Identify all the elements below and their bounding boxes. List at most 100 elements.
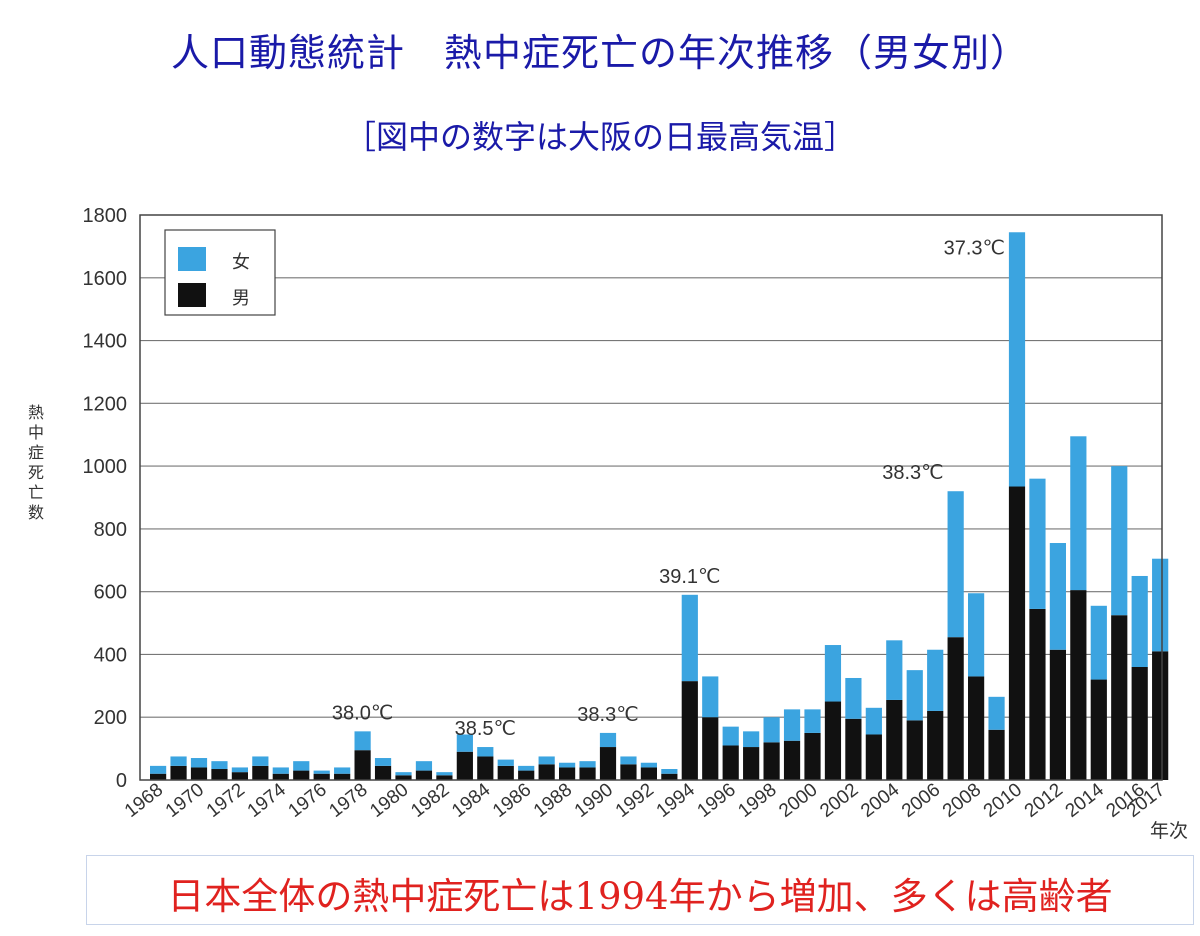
bar-female-2017: [1152, 558, 1169, 652]
bar-female-1986: [518, 765, 535, 771]
bar-male-2005: [906, 720, 923, 780]
bar-male-2011: [1029, 608, 1046, 780]
x-tick-label: 1970: [162, 779, 208, 822]
plot-frame: [139, 214, 1163, 781]
x-tick-label: 1974: [244, 779, 291, 822]
x-tick-label: 1978: [325, 779, 371, 822]
y-tick-label: 1800: [83, 205, 128, 227]
x-tick-label: 1996: [694, 779, 740, 822]
bar-male-2016: [1131, 667, 1148, 780]
bar-female-1998: [763, 717, 780, 743]
x-tick-label: 1982: [407, 779, 453, 822]
temperature-annotation: 38.3℃: [577, 704, 638, 726]
bar-female-2000: [804, 709, 821, 733]
bar-male-1982: [436, 775, 453, 780]
bar-male-1999: [783, 740, 801, 780]
x-tick-label: 1980: [366, 779, 412, 822]
temperature-annotation: 37.3℃: [944, 237, 1005, 259]
bar-female-1975: [293, 761, 310, 771]
bar-male-1984: [477, 756, 494, 780]
x-tick-label: 2010: [980, 779, 1026, 822]
bar-male-1986: [518, 770, 535, 780]
bar-male-1976: [313, 773, 330, 780]
bar-female-2007: [947, 491, 964, 638]
x-tick-label: 1986: [489, 779, 535, 822]
bar-male-1989: [579, 767, 596, 780]
bar-female-2009: [988, 696, 1005, 730]
bar-male-2001: [824, 701, 842, 780]
bar-female-2014: [1090, 605, 1107, 680]
bar-male-1970: [190, 767, 208, 780]
y-tick-label: 800: [94, 519, 127, 541]
bar-male-1988: [559, 767, 576, 780]
bar-female-1989: [579, 761, 596, 768]
bar-female-1970: [190, 758, 208, 768]
bar-female-2013: [1070, 436, 1087, 591]
bar-female-1979: [374, 758, 392, 766]
y-axis-label-char: 死: [28, 465, 44, 482]
bar-male-2017: [1152, 651, 1169, 780]
bar-male-1972: [231, 772, 248, 780]
bar-male-2002: [845, 718, 862, 780]
x-tick-label: 2006: [898, 779, 944, 822]
temperature-annotation: 38.3℃: [882, 462, 943, 484]
bar-male-1998: [763, 742, 780, 780]
bar-female-1983: [456, 734, 473, 752]
x-tick-label: 1972: [203, 779, 249, 822]
x-tick-label: 1976: [285, 779, 331, 822]
y-axis-label-char: 亡: [28, 484, 44, 502]
bar-female-1990: [599, 732, 617, 748]
bar-male-1996: [722, 745, 739, 780]
bar-female-1968: [150, 765, 167, 774]
temperature-annotation: 38.0℃: [332, 702, 393, 724]
footer-box: 日本全体の熱中症死亡は1994年から増加、多くは高齢者: [86, 855, 1194, 925]
bar-male-2009: [988, 729, 1005, 780]
bar-female-1971: [211, 761, 228, 770]
y-axis-label-char: 中: [28, 424, 44, 442]
legend-swatch-female: [178, 247, 206, 271]
bar-female-1992: [640, 762, 657, 768]
bar-male-1992: [640, 767, 657, 780]
bar-female-1985: [497, 759, 514, 766]
bar-female-2011: [1029, 478, 1046, 609]
y-tick-label: 200: [94, 707, 127, 729]
bar-female-1982: [436, 772, 453, 776]
bar-female-1981: [415, 761, 433, 771]
bar-male-1994: [681, 681, 698, 780]
bar-female-2010: [1008, 232, 1026, 487]
x-tick-label: 1984: [448, 779, 495, 822]
bar-female-1999: [783, 709, 801, 741]
bar-female-1997: [743, 731, 760, 748]
legend-label-male: 男: [232, 288, 250, 308]
bar-male-2006: [927, 710, 944, 780]
x-tick-label: 1998: [734, 779, 780, 822]
bar-female-1994: [681, 594, 698, 682]
y-tick-label: 0: [116, 770, 127, 792]
bar-male-1978: [354, 750, 371, 780]
x-tick-label: 1990: [571, 779, 617, 822]
y-axis-label-char: 数: [28, 504, 44, 522]
y-tick-label: 400: [94, 644, 127, 666]
footer-text: 日本全体の熱中症死亡は1994年から増加、多くは高齢者: [167, 875, 1113, 918]
page-subtitle: ［図中の数字は大阪の日最高気温］: [343, 118, 856, 156]
bar-male-2012: [1049, 649, 1066, 780]
bar-female-2006: [927, 649, 944, 711]
y-axis-label-char: 症: [28, 444, 44, 462]
x-tick-label: 2004: [857, 779, 904, 822]
x-tick-label: 2002: [816, 779, 862, 822]
x-tick-label: 1992: [612, 779, 658, 822]
legend-swatch-male: [178, 283, 206, 307]
bar-female-1993: [661, 769, 678, 774]
bar-female-1974: [272, 767, 289, 774]
bar-male-1977: [334, 773, 351, 780]
bar-female-1969: [170, 756, 187, 766]
bar-male-1968: [150, 773, 167, 780]
bar-male-1995: [702, 717, 719, 780]
bar-male-2007: [947, 637, 964, 780]
y-tick-label: 1000: [83, 456, 128, 478]
x-tick-label: 1994: [653, 779, 700, 822]
x-tick-label: 2000: [775, 779, 821, 822]
bar-male-1975: [293, 770, 310, 780]
